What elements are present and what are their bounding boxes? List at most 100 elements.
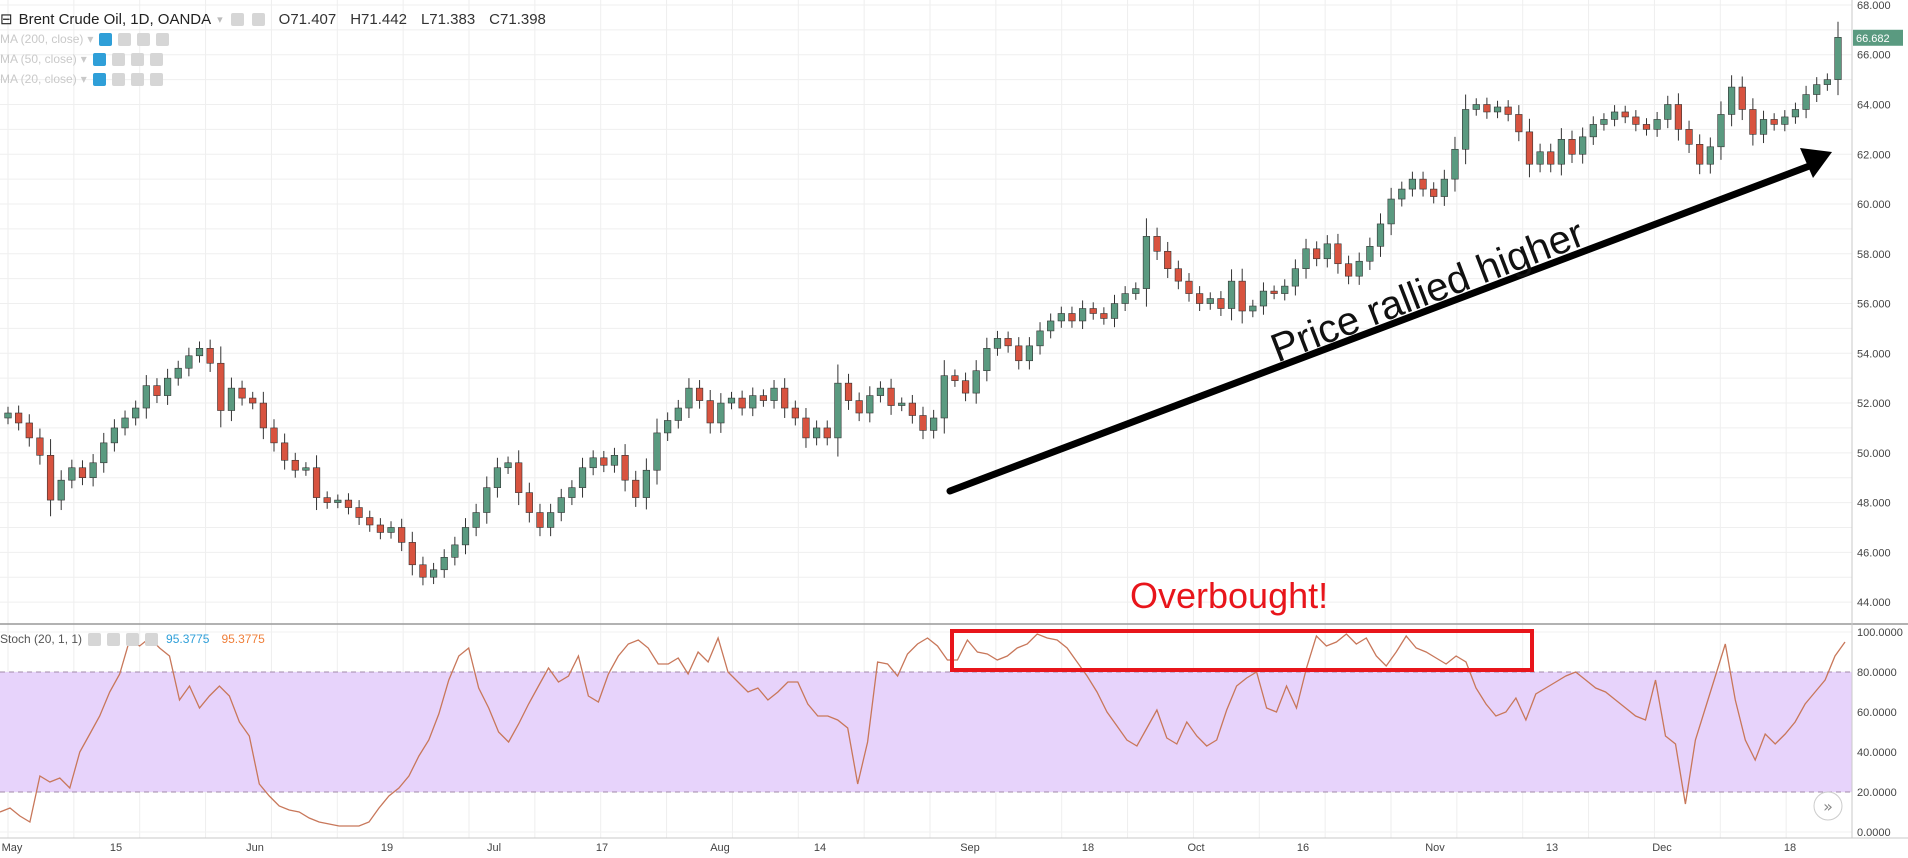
candle-body [1057, 313, 1065, 322]
indicator-legend-ma20[interactable]: MA (20, close) ▾ [0, 72, 163, 86]
dropdown-caret-icon[interactable]: ▾ [80, 52, 87, 66]
close-value: C71.398 [489, 10, 546, 28]
eye-icon[interactable] [99, 32, 113, 46]
dropdown-caret-icon[interactable]: ▾ [80, 72, 87, 86]
candle-body [493, 467, 502, 488]
candle [1515, 105, 1523, 142]
close-icon[interactable] [145, 632, 159, 646]
stoch-axis[interactable]: 100.0000 80.0000 60.0000 40.0000 20.0000 0.00… [1857, 627, 1903, 839]
candle [57, 470, 65, 511]
candle-body [408, 542, 416, 566]
settings-icon[interactable] [107, 632, 121, 646]
candles [4, 21, 1842, 586]
last-price-badge [1853, 29, 1903, 46]
candle-body [1579, 136, 1587, 155]
candle-body [1600, 119, 1608, 125]
candle-body [908, 402, 916, 416]
candle-body [344, 499, 353, 508]
close-icon[interactable] [149, 52, 163, 66]
candle [1483, 97, 1491, 119]
close-icon[interactable] [149, 72, 163, 86]
candle-body [153, 385, 161, 396]
candle [1036, 322, 1044, 355]
settings-icon[interactable] [118, 32, 132, 46]
candle [1696, 134, 1704, 175]
candle-body [961, 380, 970, 394]
plus-icon[interactable] [137, 32, 151, 46]
candle-body [281, 442, 289, 461]
stoch-legend[interactable]: Stoch (20, 1, 1) 95.3775 95.3775 [0, 632, 265, 646]
candle [919, 406, 927, 440]
candle [1270, 285, 1278, 300]
candle [940, 360, 948, 434]
candle [1579, 127, 1587, 164]
settings-icon[interactable] [251, 12, 265, 26]
candle-body [664, 420, 672, 434]
candle [1078, 300, 1087, 330]
candle [653, 418, 661, 485]
candle [1110, 294, 1119, 328]
candle-body [1610, 111, 1619, 120]
indicator-label[interactable]: MA (50, close) [0, 52, 77, 66]
hide-icon[interactable] [88, 632, 102, 646]
indicator-label[interactable]: MA (20, close) [0, 72, 77, 86]
symbol-title[interactable]: Brent Crude Oil, 1D, OANDA [18, 10, 212, 28]
candle-body [770, 387, 778, 401]
candle [1100, 307, 1108, 325]
candle-body [727, 397, 736, 404]
settings-icon[interactable] [111, 52, 125, 66]
candle-body [600, 457, 608, 466]
plus-icon[interactable] [126, 632, 140, 646]
scroll-to-latest-button[interactable]: » [1813, 791, 1843, 821]
candle-body [898, 402, 906, 406]
candle-body [674, 407, 682, 421]
time-tick-label: 15 [110, 842, 122, 854]
candle [1770, 113, 1778, 131]
candle [1717, 101, 1725, 160]
candle [1121, 286, 1129, 311]
candle [100, 432, 108, 473]
eye-icon[interactable] [92, 72, 106, 86]
price-axis[interactable]: 68.000 66.000 64.000 62.000 60.000 58.000 56.0… [1851, 0, 1891, 838]
time-tick-label: 13 [1546, 842, 1558, 854]
eye-icon[interactable] [92, 52, 106, 66]
candle [142, 375, 150, 419]
candle-body [1344, 263, 1353, 277]
hide-icon[interactable] [230, 12, 244, 26]
price-tick-label: 58.000 [1857, 249, 1891, 261]
candle-body [483, 487, 491, 513]
double-chevron-right-icon[interactable]: » [1823, 797, 1833, 816]
candle [706, 389, 714, 434]
candle-body [1589, 124, 1597, 138]
close-icon[interactable] [156, 32, 170, 46]
candle [1196, 286, 1204, 311]
candle-body [419, 564, 427, 578]
indicator-label[interactable]: MA (200, close) [0, 32, 84, 46]
candle [1493, 100, 1502, 119]
candle [1259, 282, 1268, 315]
dropdown-caret-icon[interactable]: ▾ [87, 32, 94, 46]
time-axis[interactable]: May 15 Jun 19 Jul 17 Aug 14 Sep 18 Oct 16 Nov 13 Dec 18 [0, 837, 1908, 854]
scroll-button-circle[interactable] [1813, 791, 1843, 821]
candle-body [781, 387, 789, 409]
settings-icon[interactable] [111, 72, 125, 86]
indicator-legend-ma200[interactable]: MA (200, close) ▾ [0, 32, 170, 46]
candle [1802, 85, 1810, 119]
dropdown-caret-icon[interactable]: ▾ [217, 13, 223, 26]
candle-body [1270, 290, 1278, 294]
candle-body [1536, 151, 1544, 165]
indicator-legend-ma50[interactable]: MA (50, close) ▾ [0, 52, 163, 66]
candle-body [1706, 146, 1714, 165]
plus-icon[interactable] [130, 72, 144, 86]
time-tick-label: Dec [1652, 842, 1672, 854]
stoch-label[interactable]: Stoch (20, 1, 1) [0, 632, 83, 646]
candle [844, 373, 853, 410]
plus-icon[interactable] [130, 52, 144, 66]
time-tick-label: Sep [960, 842, 980, 854]
candle [600, 450, 608, 473]
candle [1164, 241, 1172, 279]
candle [610, 447, 619, 473]
collapse-icon[interactable]: ⊟ [0, 11, 13, 28]
symbol-legend[interactable]: ⊟ Brent Crude Oil, 1D, OANDA ▾ O71.407 H… [0, 10, 546, 29]
